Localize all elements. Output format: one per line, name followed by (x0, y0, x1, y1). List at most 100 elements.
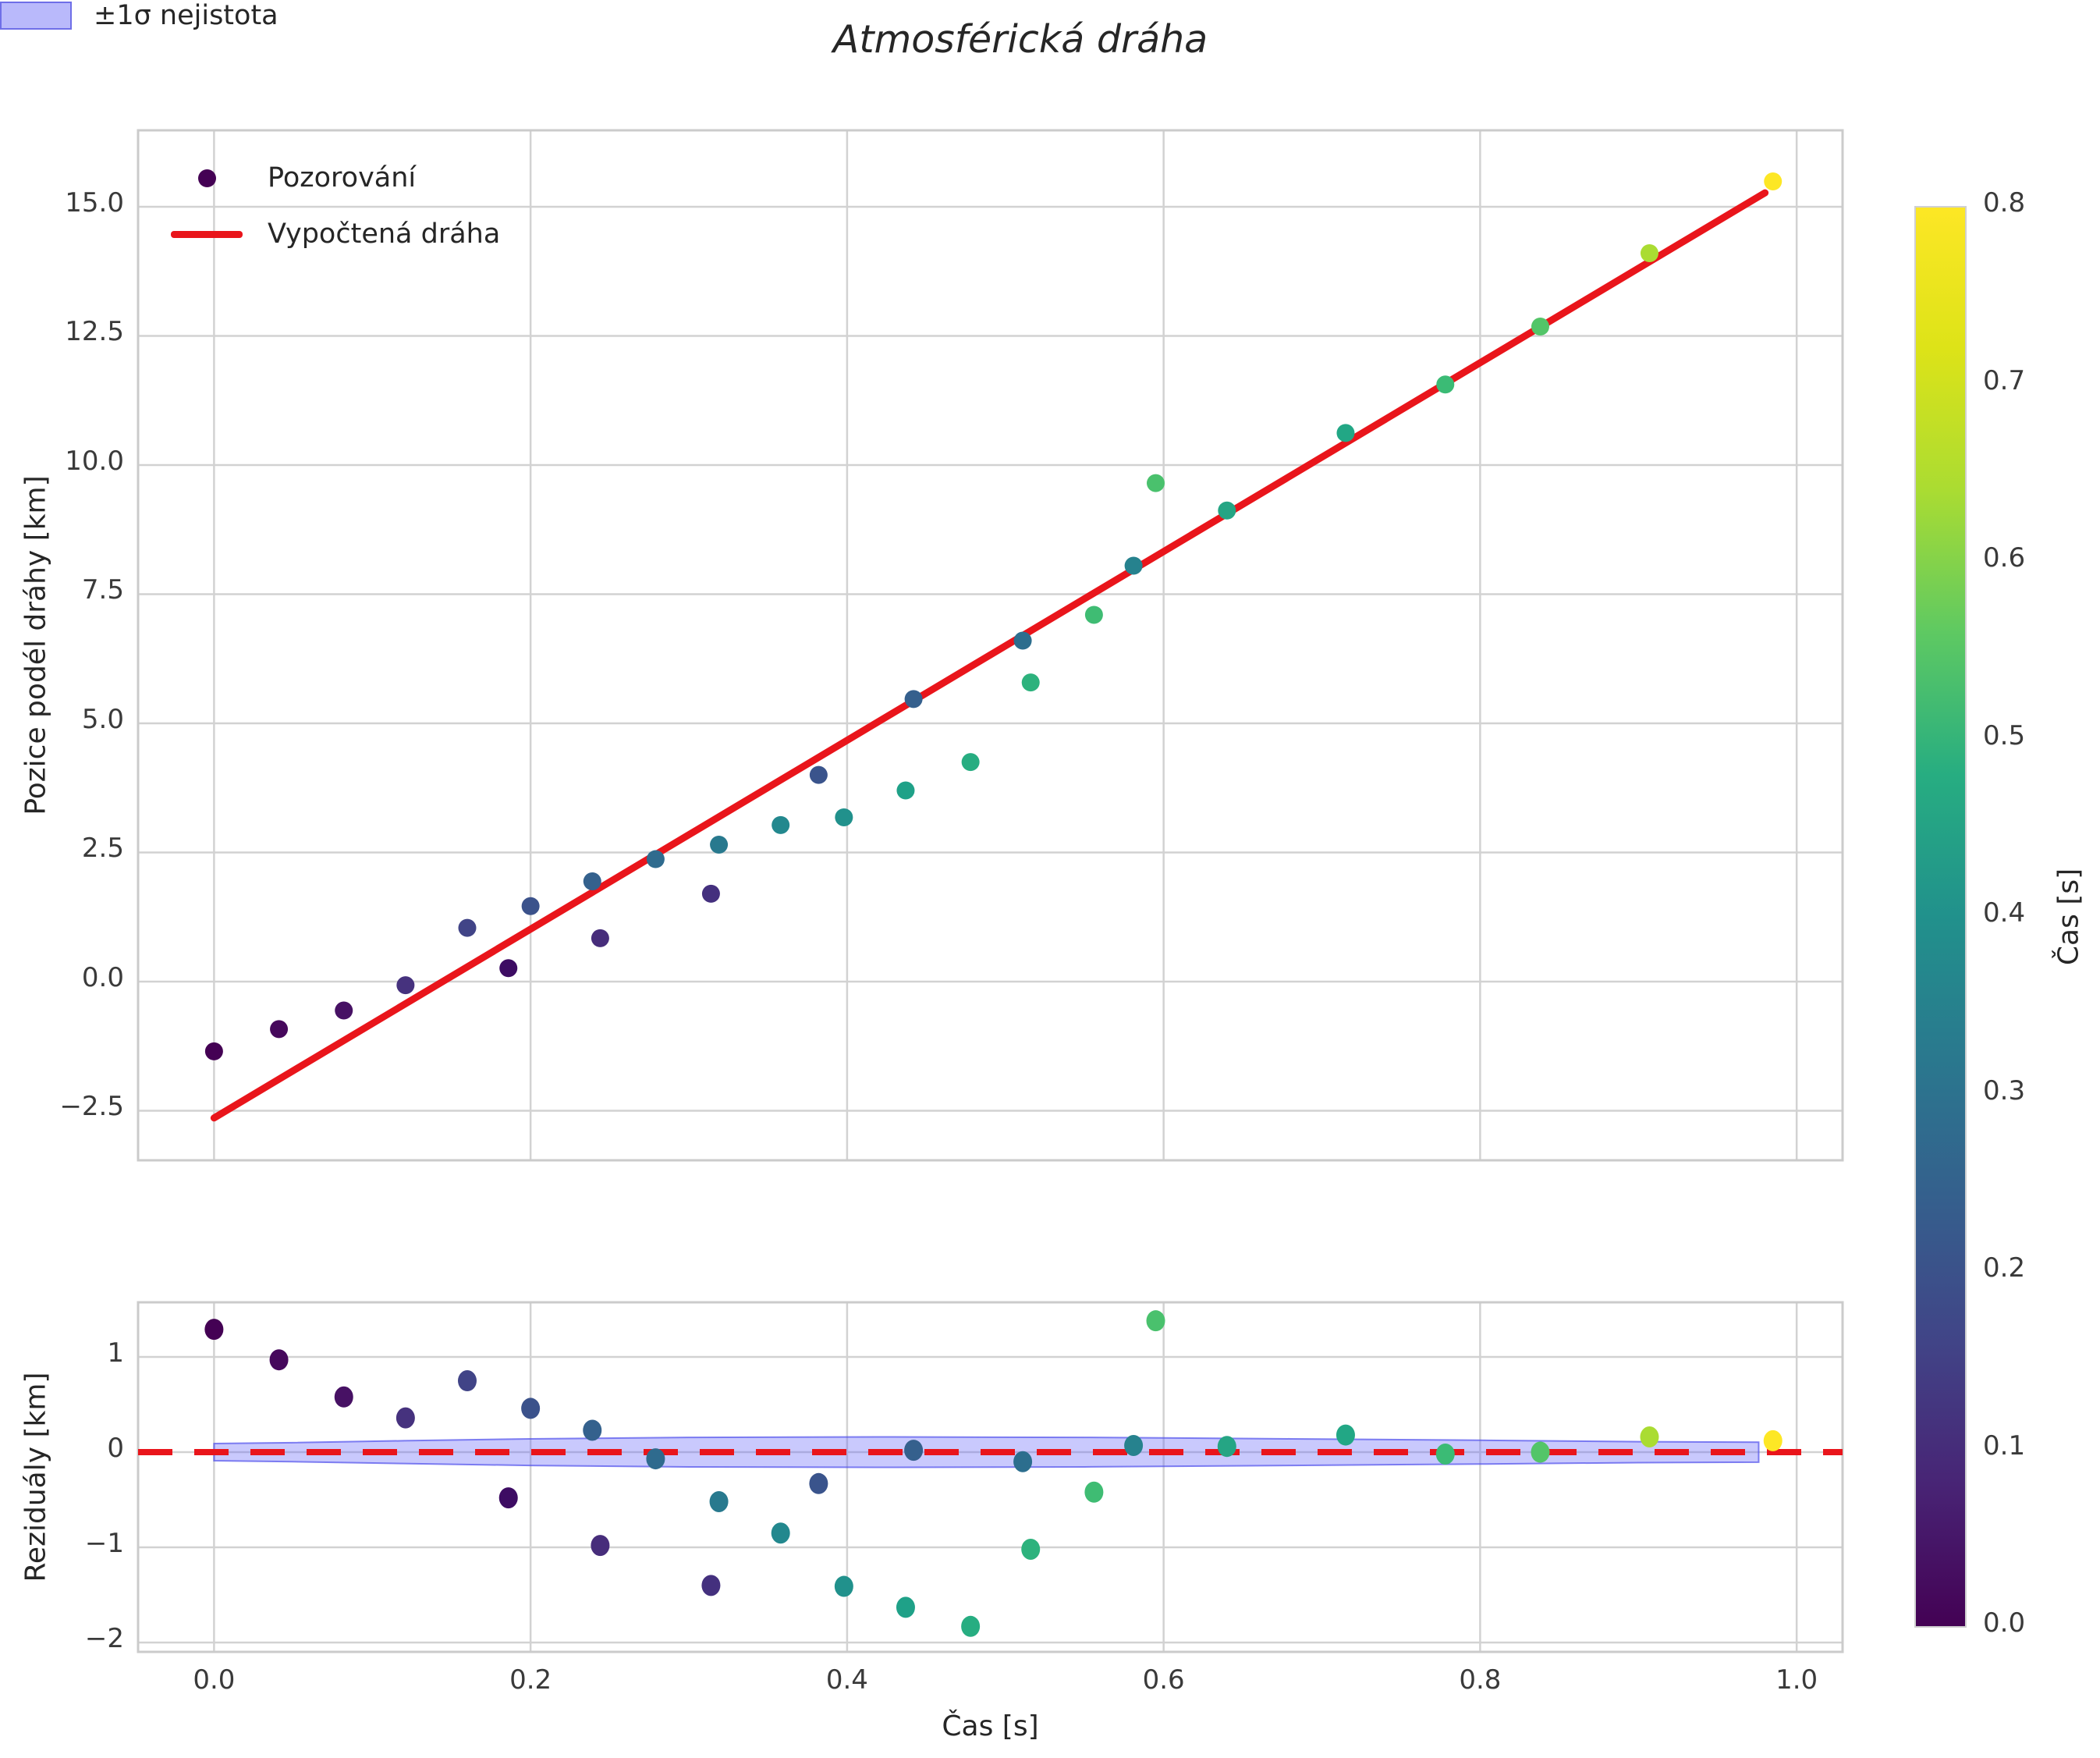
tick-label: −2 (84, 1623, 124, 1655)
residual-point (1217, 1436, 1236, 1458)
bottom-legend: ±1σ nejistota (0, 0, 2100, 31)
data-point (904, 690, 923, 709)
data-point (1218, 501, 1236, 520)
plot-frame (137, 129, 1844, 1162)
residual-point (709, 1490, 729, 1512)
data-point (710, 836, 729, 854)
data-point (1436, 375, 1455, 394)
tick-label: 0.6 (1142, 1664, 1185, 1696)
residual-point (1336, 1424, 1355, 1446)
data-point (1640, 244, 1658, 263)
top-legend: Pozorování Vypočtená dráha (160, 150, 500, 262)
residual-point (904, 1440, 924, 1461)
xlabel: Čas [s] (942, 1710, 1039, 1742)
tick-label: 0.8 (1459, 1664, 1502, 1696)
data-point (499, 959, 518, 978)
data-point (772, 815, 790, 834)
residual-point (1640, 1426, 1659, 1448)
residual-point (1531, 1441, 1550, 1463)
tick-label: 0 (107, 1433, 124, 1465)
residual-point (1013, 1451, 1033, 1472)
residual-point (334, 1386, 353, 1408)
tick-label: 0.1 (1983, 1429, 2026, 1461)
colorbar (1914, 206, 1967, 1628)
tick-label: 0.4 (1983, 897, 2026, 929)
chart-title: Atmosférická dráha (832, 17, 1208, 62)
residual-point (1124, 1434, 1144, 1456)
residual-point (457, 1370, 477, 1392)
tick-label: 0.8 (1983, 187, 2026, 218)
data-point (809, 765, 828, 784)
residual-point (269, 1349, 289, 1371)
tick-label: 0.2 (1983, 1252, 2026, 1284)
tick-label: 12.5 (65, 316, 124, 348)
data-point (961, 753, 980, 772)
data-point (204, 1042, 223, 1060)
fit-line-marker-icon (171, 230, 243, 238)
tick-label: −1 (84, 1528, 124, 1560)
residual-point (961, 1615, 981, 1637)
data-point (1147, 474, 1165, 492)
uncertainty-band-marker-icon (0, 2, 72, 30)
tick-label: 0.4 (825, 1664, 868, 1696)
data-point (835, 808, 853, 826)
data-point (1764, 172, 1783, 191)
residual-point (521, 1398, 541, 1419)
data-point (521, 897, 540, 915)
tick-label: 0.0 (81, 961, 124, 993)
residual-point (834, 1575, 853, 1597)
data-point (1021, 673, 1040, 692)
colorbar-gradient (1914, 206, 1967, 1628)
residual-point (809, 1472, 828, 1494)
tick-label: 2.5 (81, 833, 124, 865)
data-point (1013, 631, 1032, 650)
tick-label: 15.0 (65, 186, 124, 218)
tick-label: 0.0 (193, 1664, 236, 1696)
tick-label: 0.3 (1983, 1074, 2026, 1106)
data-point (458, 918, 477, 937)
legend-item-observations: Pozorování (160, 150, 500, 206)
legend-label-uncertainty: ±1σ nejistota (94, 0, 278, 31)
observation-marker-icon (197, 169, 216, 187)
data-point (335, 1001, 353, 1020)
tick-label: 1.0 (1775, 1664, 1818, 1696)
data-point (583, 872, 601, 891)
residual-point (1021, 1538, 1041, 1560)
bottom-plot (137, 1301, 1844, 1653)
data-point (1084, 606, 1103, 624)
tick-label: 0.6 (1983, 542, 2026, 574)
residual-point (896, 1596, 915, 1618)
residual-point (1084, 1481, 1104, 1503)
tick-label: 0.2 (509, 1664, 552, 1696)
tick-label: 1 (107, 1337, 124, 1369)
residual-point (583, 1419, 602, 1441)
tick-label: 7.5 (81, 574, 124, 606)
legend-label-observations: Pozorování (268, 162, 417, 194)
tick-label: 0.0 (1983, 1607, 2026, 1639)
data-point (270, 1020, 289, 1039)
tick-label: 0.5 (1983, 719, 2026, 751)
top-ylabel: Pozice podél dráhy [km] (20, 475, 52, 815)
data-point (1531, 318, 1550, 336)
tick-label: 5.0 (81, 703, 124, 735)
legend-item-fitline: Vypočtená dráha (160, 206, 500, 262)
residual-point (771, 1522, 790, 1544)
data-point (1336, 424, 1355, 442)
residual-point (498, 1487, 518, 1509)
data-point (591, 929, 609, 947)
tick-label: −2.5 (59, 1091, 124, 1123)
plot-frame (137, 1301, 1844, 1653)
tick-label: 0.7 (1983, 364, 2026, 396)
data-point (396, 976, 415, 995)
data-point (1124, 556, 1143, 575)
residual-point (1146, 1310, 1165, 1332)
fit-line (210, 189, 1769, 1122)
data-point (646, 850, 665, 868)
residual-point (1435, 1443, 1455, 1465)
legend-label-fitline: Vypočtená dráha (268, 218, 501, 250)
top-plot (137, 129, 1844, 1162)
residual-point (701, 1575, 721, 1596)
tick-label: 10.0 (65, 445, 124, 477)
residual-point (646, 1448, 665, 1470)
